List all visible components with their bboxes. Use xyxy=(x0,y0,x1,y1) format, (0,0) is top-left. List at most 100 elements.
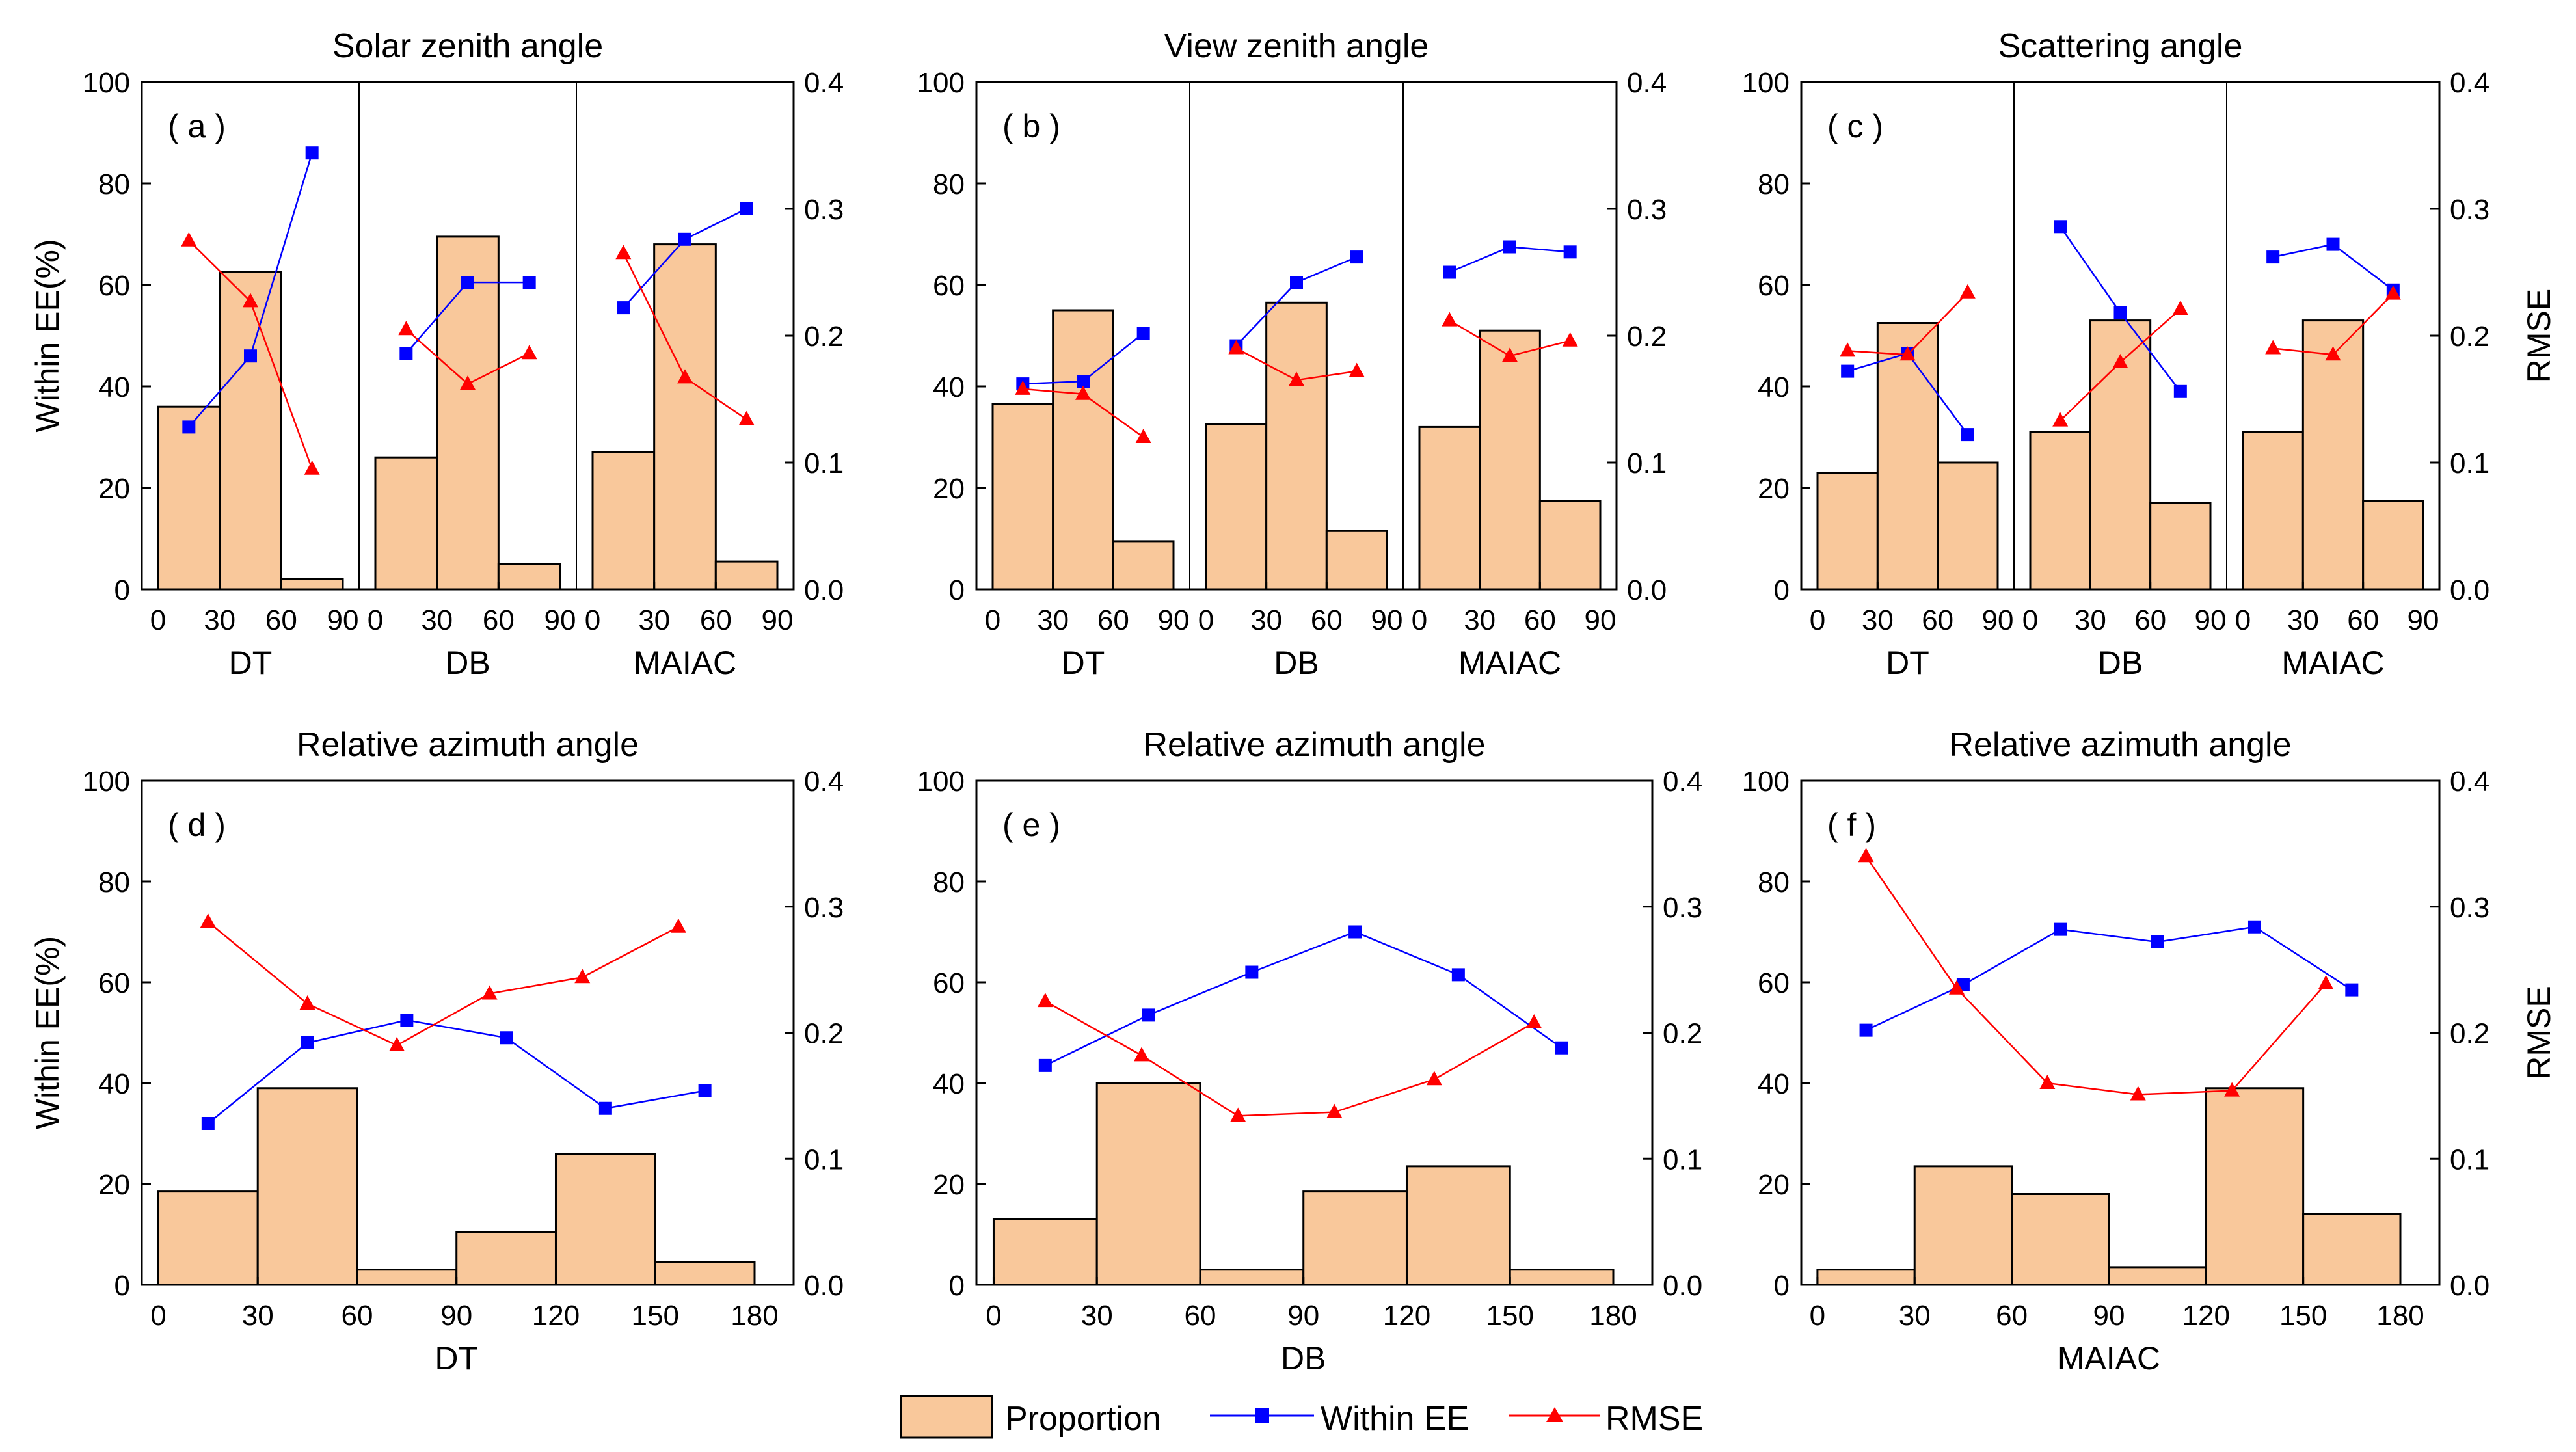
within-ee-point xyxy=(1503,240,1516,254)
x-tick-label: 150 xyxy=(632,1300,679,1332)
rmse-point xyxy=(574,969,591,984)
rmse-point xyxy=(304,460,320,475)
within-ee-point xyxy=(2247,920,2261,934)
group-label: MAIAC xyxy=(634,645,736,681)
y-right-tick-label: 0.0 xyxy=(2450,1270,2489,1302)
proportion-bar xyxy=(992,1218,1098,1286)
y-left-tick-label: 20 xyxy=(1758,1169,1790,1201)
panel-title: Relative azimuth angle xyxy=(1143,726,1485,764)
proportion-bar xyxy=(2302,1213,2402,1286)
x-tick-label: 90 xyxy=(2408,604,2439,636)
within-ee-point xyxy=(1841,364,1855,378)
x-tick-label: 60 xyxy=(1097,604,1129,636)
x-tick-label: 30 xyxy=(1464,604,1496,636)
x-tick-label: 30 xyxy=(1081,1300,1113,1332)
panel-letter: ( b ) xyxy=(1002,108,1060,144)
proportion-bar xyxy=(280,578,344,591)
within-ee-point xyxy=(2151,935,2164,948)
within-ee-line xyxy=(2272,243,2394,291)
y-right-axis-title: RMSE xyxy=(2521,289,2557,383)
within-ee-point xyxy=(399,347,413,360)
group-maiac: 0 30 60 90 MAIAC xyxy=(2235,237,2439,681)
rmse-line xyxy=(1045,1000,1535,1117)
rmse-point xyxy=(2325,346,2341,361)
x-tick-label: 90 xyxy=(1371,604,1403,636)
panel-f: Relative azimuth angle 0 30 60 90 120 150 180 MA… xyxy=(1742,726,2557,1377)
y-left-tick-label: 40 xyxy=(933,371,965,403)
panel-title: Relative azimuth angle xyxy=(297,726,639,764)
y-right-tick-label: 0.0 xyxy=(1627,574,1667,606)
rmse-point xyxy=(677,369,693,384)
y-right-tick-label: 0.1 xyxy=(1663,1144,1702,1176)
within-ee-point xyxy=(2173,384,2187,398)
proportion-bar xyxy=(374,456,438,591)
y-left-tick-label: 20 xyxy=(98,473,130,505)
x-tick-label: 90 xyxy=(1585,604,1617,636)
rmse-point xyxy=(1426,1071,1442,1086)
within-ee-point xyxy=(201,1117,215,1130)
panel-e: Relative azimuth angle 0 30 60 90 120 150 180 DB… xyxy=(917,726,1703,1377)
within-ee-point xyxy=(305,146,319,160)
proportion-bar xyxy=(1095,1082,1201,1286)
y-left-tick-label: 20 xyxy=(933,473,965,505)
within-ee-line xyxy=(1045,931,1563,1066)
y-right-tick-label: 0.1 xyxy=(804,1144,844,1176)
proportion-bar xyxy=(1876,322,1939,591)
rmse-point xyxy=(738,410,755,425)
y-left-tick-label: 60 xyxy=(1758,270,1790,302)
panel-title: View zenith angle xyxy=(1164,27,1429,65)
within-ee-point xyxy=(1077,375,1090,388)
x-tick-label: 0 xyxy=(986,1300,1001,1332)
group-label: DT xyxy=(229,645,273,681)
x-tick-label: 0 xyxy=(2235,604,2251,636)
rmse-point xyxy=(181,232,197,247)
proportion-bar xyxy=(497,563,561,591)
y-right-tick-label: 0.0 xyxy=(804,574,844,606)
y-left-tick-label: 100 xyxy=(1742,67,1790,99)
x-tick-label: 0 xyxy=(2022,604,2038,636)
y-left-tick-label: 60 xyxy=(933,270,965,302)
y-right-tick-label: 0.2 xyxy=(804,321,844,353)
proportion-bar xyxy=(157,405,221,591)
y-right-tick-label: 0.2 xyxy=(2450,1018,2489,1050)
rmse-point xyxy=(615,245,632,260)
x-tick-label: 0 xyxy=(368,604,383,636)
within-ee-point xyxy=(1245,965,1259,979)
x-tick-label: 0 xyxy=(1412,604,1427,636)
within-ee-point xyxy=(400,1014,414,1027)
proportion-bar xyxy=(2011,1193,2110,1286)
group-label: DB xyxy=(1274,645,1319,681)
x-tick-label: 0 xyxy=(150,604,166,636)
group-label: MAIAC xyxy=(2058,1340,2160,1377)
rmse-point xyxy=(1442,312,1458,327)
rmse-point xyxy=(299,995,315,1010)
proportion-bar xyxy=(1052,309,1114,591)
proportion-bar xyxy=(2108,1266,2207,1286)
y-left-tick-label: 100 xyxy=(917,766,965,798)
x-tick-label: 30 xyxy=(2074,604,2106,636)
x-tick-label: 90 xyxy=(762,604,794,636)
y-left-tick-label: 20 xyxy=(1758,473,1790,505)
rmse-point xyxy=(1135,429,1151,443)
within-ee-point xyxy=(698,1084,712,1097)
legend-within-label: Within EE xyxy=(1321,1400,1469,1438)
y-right-tick-label: 0.4 xyxy=(2450,766,2489,798)
x-tick-label: 90 xyxy=(1287,1300,1319,1332)
rmse-point xyxy=(2052,412,2069,427)
y-left-tick-label: 0 xyxy=(949,1270,965,1302)
y-left-tick-label: 80 xyxy=(98,867,130,898)
rmse-point xyxy=(2265,340,2281,355)
y-left-tick-label: 40 xyxy=(933,1068,965,1100)
y-right-tick-label: 0.3 xyxy=(1627,194,1667,226)
within-ee-point xyxy=(301,1036,314,1049)
proportion-bar xyxy=(2149,502,2212,591)
x-tick-label: 90 xyxy=(327,604,359,636)
y-left-tick-label: 80 xyxy=(1758,867,1790,898)
group-dt: 0 30 60 90 DT xyxy=(150,146,359,681)
y-left-tick-label: 100 xyxy=(917,67,965,99)
rmse-point xyxy=(1858,848,1874,863)
group-dt: 0 30 60 90 120 150 180 DT xyxy=(150,913,779,1377)
y-left-tick-label: 80 xyxy=(1758,168,1790,200)
plot-frame xyxy=(1800,779,2441,1286)
within-ee-point xyxy=(1555,1041,1568,1055)
